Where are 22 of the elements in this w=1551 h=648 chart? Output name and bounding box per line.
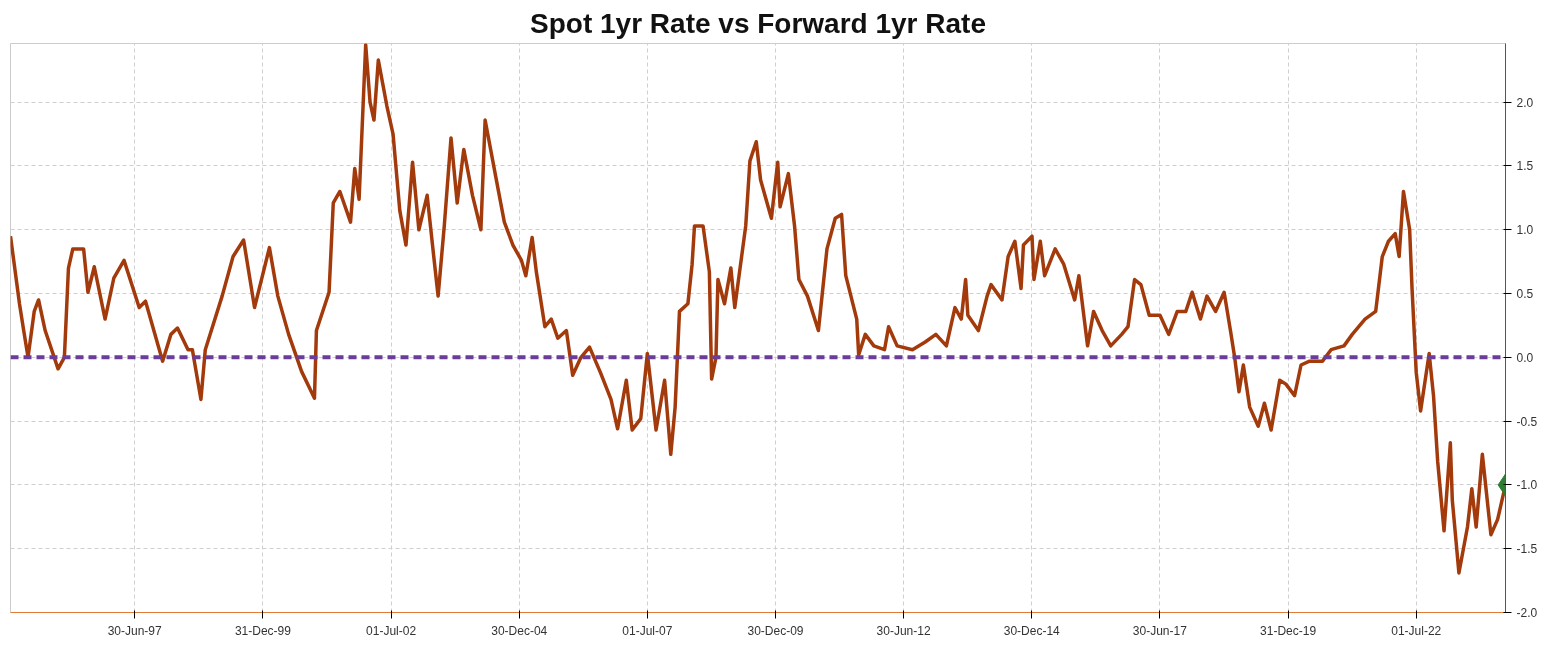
y-tick-label: -2.0 xyxy=(1516,606,1538,620)
y-tick-label: 0.0 xyxy=(1516,350,1534,365)
y-tick-label: -1.5 xyxy=(1516,542,1538,557)
chart-title: Spot 1yr Rate vs Forward 1yr Rate xyxy=(530,7,986,39)
x-tick-label: 01-Jul-02 xyxy=(366,623,417,638)
x-tick-label: 01-Jul-07 xyxy=(622,623,673,638)
x-tick-label: 01-Jul-22 xyxy=(1391,623,1442,638)
x-tick-label: 31-Dec-19 xyxy=(1260,623,1317,638)
x-tick-label: 30-Dec-09 xyxy=(747,623,804,638)
y-tick-label: 2.0 xyxy=(1516,95,1534,110)
y-tick-label: 1.5 xyxy=(1516,159,1534,174)
y-tick-label: 0.5 xyxy=(1516,287,1534,302)
x-tick-label: 30-Jun-17 xyxy=(1132,623,1188,638)
x-tick-label: 30-Dec-14 xyxy=(1003,623,1061,638)
y-tick-label: 1.0 xyxy=(1516,223,1534,238)
line-series xyxy=(10,43,1506,575)
x-tick-label: 31-Dec-99 xyxy=(234,623,292,638)
x-tick-label: 30-Jun-97 xyxy=(107,623,163,638)
x-tick-label: 30-Dec-04 xyxy=(491,623,548,638)
x-tick-label: 30-Jun-12 xyxy=(876,623,931,638)
y-tick-label: -0.5 xyxy=(1516,414,1538,429)
y-tick-label: -1.0 xyxy=(1516,478,1538,493)
